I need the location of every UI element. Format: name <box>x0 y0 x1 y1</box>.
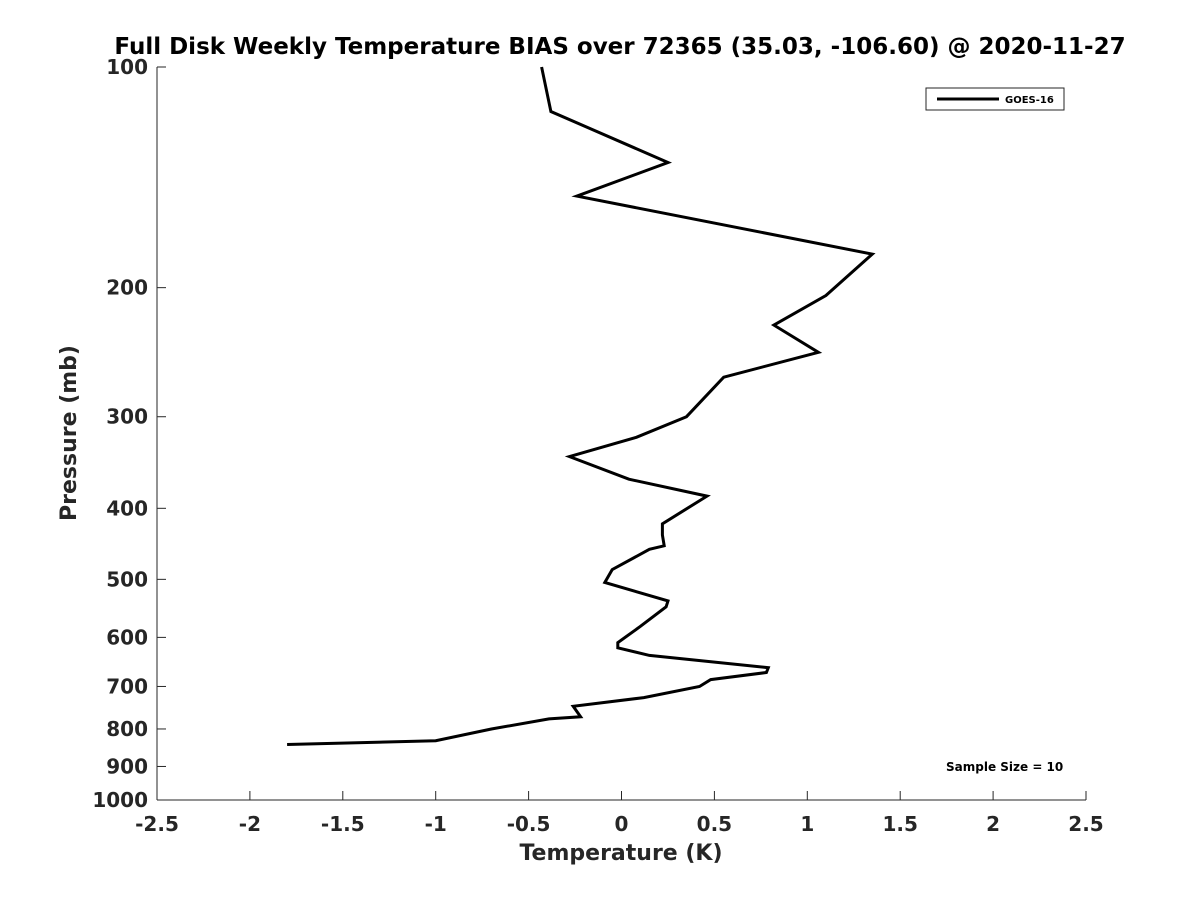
y-tick-label: 300 <box>106 405 148 429</box>
x-tick-label: -1.5 <box>321 812 365 836</box>
sample-size-annotation: Sample Size = 10 <box>946 760 1063 774</box>
y-tick-label: 100 <box>106 55 148 79</box>
chart-title: Full Disk Weekly Temperature BIAS over 7… <box>114 34 1125 60</box>
x-axis: -2.5 -2 -1.5 -1 -0.5 0 0.5 1 1.5 2 2.5 <box>135 791 1104 836</box>
x-tick-label: 1.5 <box>882 812 917 836</box>
x-axis-label: Temperature (K) <box>519 841 722 866</box>
y-tick-label: 600 <box>106 625 148 649</box>
x-tick-label: 2.5 <box>1068 812 1103 836</box>
y-tick-label: 400 <box>106 496 148 520</box>
y-tick-label: 500 <box>106 567 148 591</box>
x-tick-label: 2 <box>986 812 1000 836</box>
x-tick-label: 0 <box>615 812 629 836</box>
y-tick-label: 700 <box>106 674 148 698</box>
x-tick-label: -0.5 <box>507 812 551 836</box>
series-layer <box>287 66 876 746</box>
y-tick-label: 200 <box>106 276 148 300</box>
x-tick-label: -2.5 <box>135 812 179 836</box>
x-tick-label: 1 <box>800 812 814 836</box>
legend-label: GOES-16 <box>1005 95 1054 106</box>
x-tick-label: -1 <box>425 812 447 836</box>
series-line <box>287 66 876 746</box>
y-axis: 100 200 300 400 500 600 700 800 900 1000 <box>92 55 166 812</box>
y-tick-label: 1000 <box>92 788 148 812</box>
y-tick-label: 800 <box>106 717 148 741</box>
x-tick-label: 0.5 <box>697 812 732 836</box>
plot-area <box>157 67 1086 800</box>
legend: GOES-16 <box>925 87 1065 111</box>
y-tick-label: 900 <box>106 754 148 778</box>
y-axis-label: Pressure (mb) <box>57 345 82 521</box>
x-tick-label: -2 <box>239 812 261 836</box>
